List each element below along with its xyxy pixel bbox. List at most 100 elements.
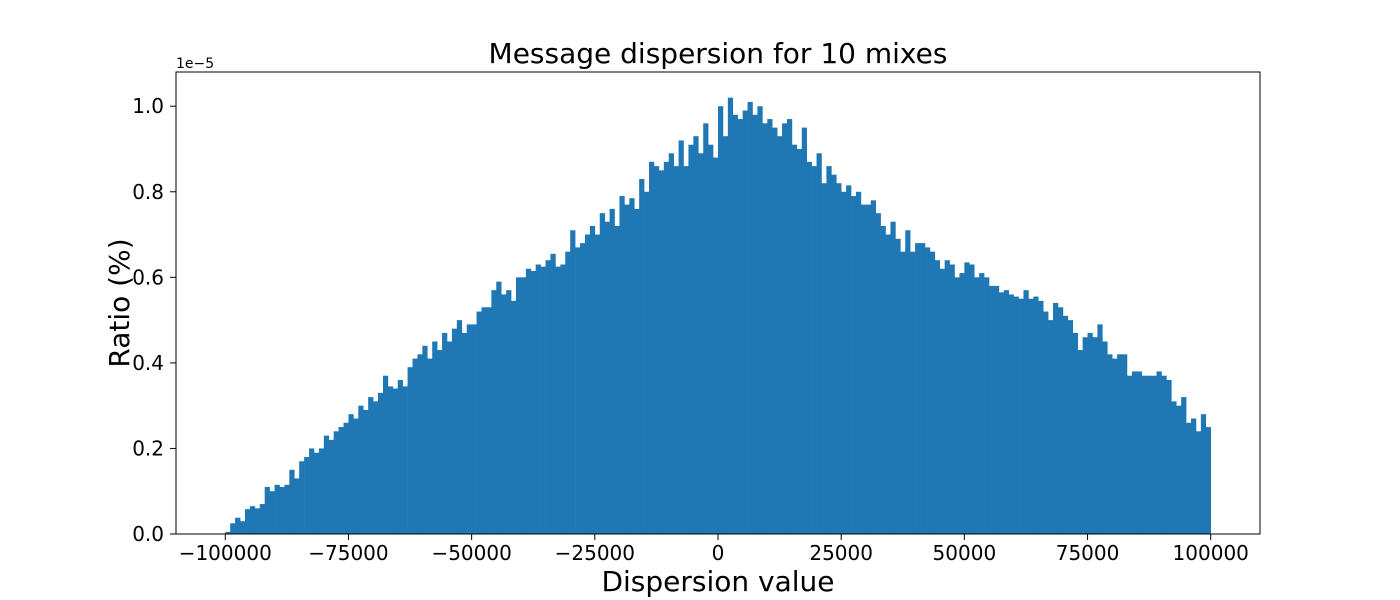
- histogram-bar: [811, 166, 817, 535]
- histogram-bar: [456, 320, 463, 534]
- histogram-bar: [841, 191, 847, 534]
- histogram-bar: [722, 136, 729, 535]
- histogram-bar: [816, 153, 822, 534]
- histogram-bar: [993, 285, 1000, 534]
- histogram-bar: [259, 504, 265, 534]
- histogram-bar: [1195, 431, 1202, 534]
- histogram-bar: [447, 341, 453, 534]
- y-tick-label: 0.6: [132, 265, 164, 289]
- histogram-bar: [806, 161, 812, 534]
- histogram-bar: [235, 517, 241, 534]
- histogram-bar: [969, 264, 975, 534]
- histogram-bar: [1126, 375, 1133, 534]
- bars-group: [225, 97, 1212, 535]
- histogram-bar: [860, 204, 867, 535]
- x-tick-label: 50000: [933, 541, 997, 565]
- histogram-bar: [1072, 332, 1078, 534]
- histogram-bar: [920, 243, 926, 535]
- histogram-bar: [1122, 354, 1128, 534]
- histogram-bar: [254, 508, 261, 534]
- y-ticks-group: 0.0 0.2 0.4 0.6 0.8 1.0: [132, 94, 176, 546]
- histogram-bar: [397, 380, 403, 534]
- histogram-bar: [1003, 290, 1010, 534]
- histogram-bar: [506, 290, 512, 534]
- histogram-bar: [274, 484, 280, 534]
- histogram-bar: [323, 435, 330, 534]
- histogram-bar: [1008, 294, 1014, 534]
- histogram-bar: [826, 166, 832, 535]
- histogram-bar: [663, 161, 670, 534]
- histogram-bar: [1117, 354, 1123, 534]
- histogram-bar: [343, 422, 349, 534]
- histogram-bar: [565, 251, 571, 535]
- histogram-bar: [915, 243, 921, 535]
- y-axis-title: Ratio (%): [103, 238, 136, 367]
- x-tick-label: −75000: [308, 541, 388, 565]
- histogram-bar: [442, 332, 448, 534]
- histogram-bar: [471, 324, 477, 534]
- histogram-bar: [570, 230, 576, 534]
- histogram-bar: [1087, 332, 1093, 534]
- histogram-bar: [1171, 401, 1177, 534]
- y-tick-label: 0.2: [132, 436, 164, 460]
- histogram-bar: [1028, 298, 1034, 534]
- histogram-bar: [1013, 296, 1019, 534]
- x-tick-label: −25000: [555, 541, 635, 565]
- histogram-bar: [535, 264, 541, 534]
- histogram-bar: [846, 185, 852, 535]
- histogram-bar: [1018, 298, 1024, 534]
- histogram-bar: [619, 196, 625, 534]
- histogram-bar: [299, 461, 305, 534]
- histogram-bar: [225, 531, 231, 534]
- histogram-bar: [801, 127, 807, 535]
- histogram-bar: [979, 273, 985, 534]
- histogram-bar: [1067, 320, 1074, 534]
- y-axis-offset-label: 1e−5: [176, 56, 214, 72]
- histogram-bar: [777, 136, 783, 535]
- x-tick-label: 75000: [1056, 541, 1120, 565]
- histogram-bar: [575, 247, 581, 534]
- histogram-bar: [934, 260, 941, 534]
- histogram-bar: [466, 324, 472, 534]
- histogram-bar: [718, 106, 724, 534]
- histogram-bar: [496, 281, 502, 534]
- x-tick-label: −50000: [431, 541, 511, 565]
- histogram-bar: [1048, 320, 1054, 534]
- histogram-bar: [353, 418, 359, 534]
- histogram-bar: [910, 251, 916, 535]
- histogram-bar: [1038, 300, 1044, 534]
- histogram-bar: [639, 178, 645, 534]
- histogram-bar: [1181, 397, 1187, 534]
- histogram-bar: [831, 174, 837, 535]
- y-tick-label: 0.4: [132, 351, 164, 375]
- histogram-bar: [1205, 427, 1212, 534]
- histogram-bar: [1057, 307, 1064, 534]
- histogram-bar: [338, 427, 344, 534]
- histogram-bar: [333, 431, 339, 534]
- histogram-bar: [609, 208, 615, 534]
- histogram-bar: [491, 290, 497, 534]
- chart-title: Message dispersion for 10 mixes: [489, 37, 948, 70]
- histogram-bar: [737, 119, 743, 534]
- histogram-bar: [230, 523, 236, 534]
- histogram-bar: [560, 264, 566, 534]
- histogram-bar: [949, 264, 955, 534]
- histogram-bar: [668, 153, 674, 534]
- histogram-bar: [929, 251, 936, 535]
- histogram-bar: [540, 266, 546, 534]
- histogram-bar: [515, 277, 522, 534]
- histogram-bar: [757, 106, 763, 534]
- histogram-bar: [584, 234, 591, 534]
- histogram-bar: [368, 397, 374, 534]
- histogram-bar: [520, 277, 527, 534]
- histogram-bar: [698, 153, 704, 534]
- histogram-bar: [658, 170, 665, 534]
- histogram-bar: [589, 226, 596, 534]
- histogram-bar: [451, 328, 458, 534]
- histogram-bar: [870, 200, 876, 534]
- histogram-bar: [550, 253, 556, 534]
- histogram-bar: [580, 243, 586, 535]
- histogram-bar: [998, 292, 1005, 534]
- x-axis-title: Dispersion value: [601, 565, 834, 598]
